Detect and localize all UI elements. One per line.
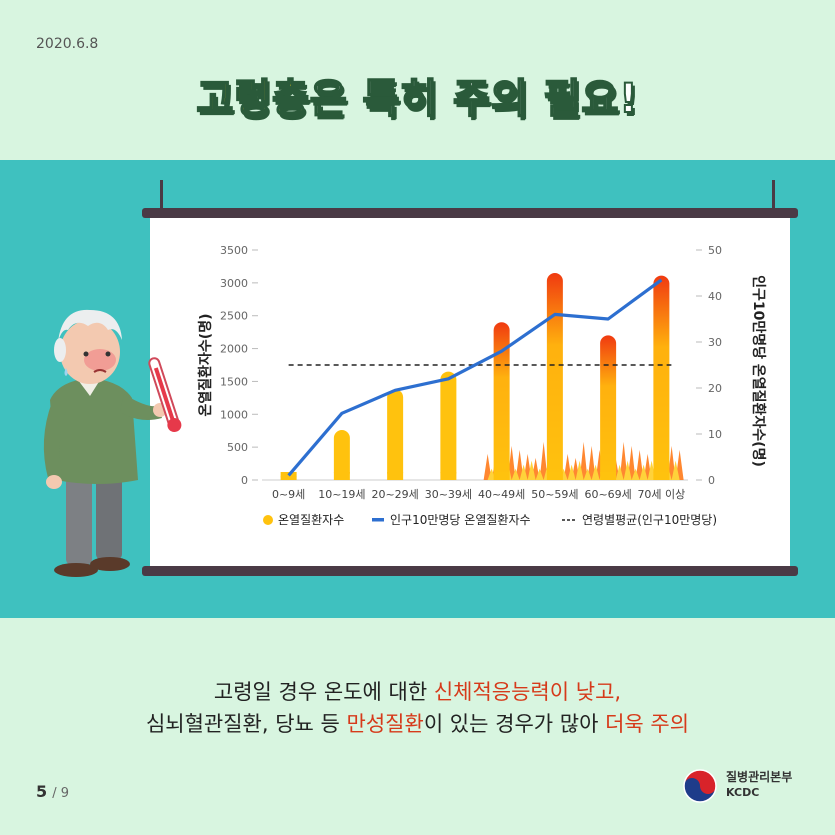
legend-label: 온열질환자수	[278, 513, 344, 527]
x-tick-label: 70세 이상	[637, 488, 685, 501]
x-tick-label: 0~9세	[272, 488, 305, 501]
bar-5	[546, 273, 563, 480]
page-indicator: 5 / 9	[36, 782, 69, 801]
page-total: / 9	[52, 786, 70, 801]
y2-tick-label: 40	[708, 290, 722, 303]
legend-label: 연령별평균(인구10만명당)	[582, 513, 717, 527]
y2-tick-label: 20	[708, 382, 722, 395]
date-label: 2020.6.8	[36, 36, 99, 52]
bar-7	[653, 275, 670, 480]
bar-4	[493, 322, 510, 480]
y-tick-label: 1000	[220, 408, 248, 421]
org-logo: 질병관리본부 KCDC	[682, 766, 812, 806]
x-tick-label: 50~59세	[531, 488, 578, 501]
chart-legend: 온열질환자수 인구10만명당 온열질환자수 연령별평균(인구10만명당)	[263, 513, 717, 527]
bar-3	[440, 371, 457, 480]
bar-base-5	[546, 472, 563, 480]
bar-2	[387, 389, 404, 480]
page-current: 5	[36, 782, 48, 801]
elderly-man-illustration	[43, 309, 182, 577]
caption-emphasis: 만성질환	[346, 712, 424, 736]
y-tick-label: 2000	[220, 343, 248, 356]
bar-base-7	[653, 472, 670, 480]
y2-tick-label: 50	[708, 244, 722, 257]
x-tick-label: 20~29세	[371, 488, 418, 501]
chart: 0 500 1000 1500 2000 2500 3000 3500 0 10 20 30 40 50 온…	[197, 244, 767, 527]
caption-emphasis: 더욱 주의	[605, 712, 690, 736]
caption-text: 고령일 경우 온도에 대한	[213, 680, 434, 704]
bar-base-3	[440, 472, 457, 480]
page-title: 고령층은 특히 주의 필요!	[0, 66, 835, 124]
bar-base-1	[333, 472, 350, 480]
thermometer-icon	[148, 357, 182, 433]
org-name-en: KCDC	[726, 786, 760, 799]
title-rest: 은 특히 주의 필요!	[309, 75, 639, 123]
caption-emphasis: 신체적응능력이 낮고,	[433, 680, 622, 704]
bar-6	[600, 335, 617, 480]
bottom-rod	[142, 566, 798, 576]
caption-text: 이 있는 경우가 많아	[423, 712, 606, 736]
legend-swatch-line	[372, 518, 384, 522]
chart-board: 0 500 1000 1500 2000 2500 3000 3500 0 10 20 30 40 50 온…	[150, 218, 790, 566]
caption-line-1: 고령일 경우 온도에 대한 신체적응능력이 낮고,	[0, 676, 835, 708]
caption-line-2: 심뇌혈관질환, 당뇨 등 만성질환이 있는 경우가 많아 더욱 주의	[0, 708, 835, 740]
bar-base-2	[387, 472, 404, 480]
bar-base-6	[600, 472, 617, 480]
title-highlight: 고령층	[195, 75, 310, 123]
org-name-ko: 질병관리본부	[726, 770, 793, 784]
legend-label: 인구10만명당 온열질환자수	[390, 513, 531, 527]
caption-text: 심뇌혈관질환, 당뇨 등	[145, 712, 347, 736]
bar-base-4	[493, 472, 510, 480]
y2-tick-label: 10	[708, 428, 722, 441]
bar-1	[333, 430, 350, 480]
rate-line	[287, 278, 663, 477]
x-tick-label: 60~69세	[584, 488, 631, 501]
y-tick-label: 3500	[220, 244, 248, 257]
bar-base-0	[280, 472, 297, 480]
top-rod	[142, 208, 798, 218]
hanger-left	[160, 180, 163, 220]
y-axis-title: 온열질환자수(명)	[197, 314, 214, 417]
y-tick-label: 500	[227, 441, 248, 454]
y-tick-label: 1500	[220, 375, 248, 388]
y2-tick-label: 0	[708, 474, 715, 487]
y-tick-label: 2500	[220, 310, 248, 323]
legend-swatch-bar	[263, 515, 273, 525]
hanger-right	[772, 180, 775, 220]
y2-tick-label: 30	[708, 336, 722, 349]
kcdc-taegeuk-logo	[683, 769, 717, 803]
caption: 고령일 경우 온도에 대한 신체적응능력이 낮고, 심뇌혈관질환, 당뇨 등 만…	[0, 676, 835, 740]
x-tick-label: 30~39세	[425, 488, 472, 501]
x-tick-label: 10~19세	[318, 488, 365, 501]
y-tick-label: 0	[241, 474, 248, 487]
x-tick-label: 40~49세	[478, 488, 525, 501]
y2-axis-title: 인구10만명당 온열질환자수(명)	[750, 275, 767, 467]
y-tick-label: 3000	[220, 277, 248, 290]
